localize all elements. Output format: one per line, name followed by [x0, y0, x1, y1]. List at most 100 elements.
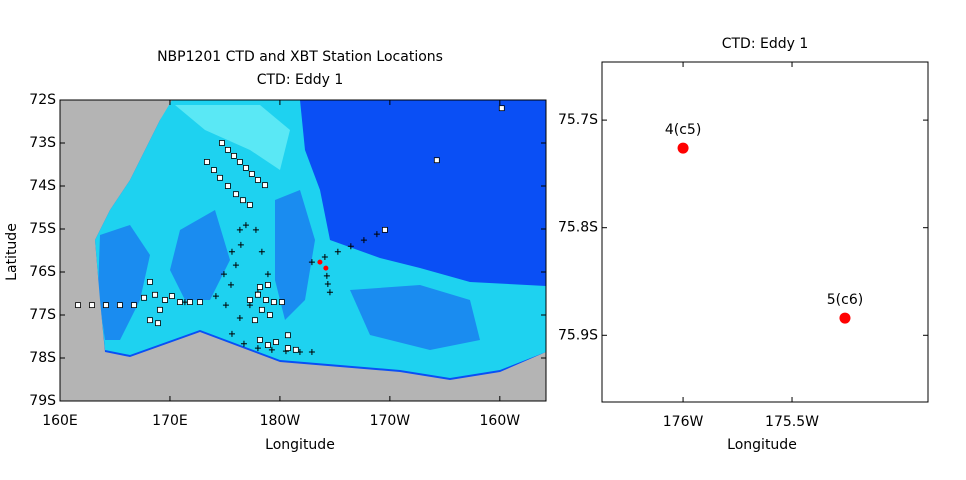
xbt-station	[236, 226, 243, 233]
xbt-station	[360, 237, 367, 244]
ctd-station	[246, 297, 253, 303]
ctd-station	[103, 302, 109, 309]
ctd-station	[255, 177, 261, 183]
xbt-station	[308, 259, 315, 266]
chart-subtitle: CTD: Eddy 1	[257, 72, 344, 88]
y-tick-label: 75.7S	[558, 112, 598, 128]
xbt-station	[308, 348, 315, 355]
xbt-station	[334, 248, 341, 255]
xbt-station	[237, 241, 244, 248]
ctd-station	[117, 302, 123, 309]
ctd-station	[162, 297, 168, 303]
ctd-station	[263, 297, 269, 303]
y-tick-label: 75S	[29, 221, 56, 237]
xbt-station	[323, 272, 330, 279]
xbt-station	[347, 243, 354, 250]
plot-frame	[59, 99, 547, 402]
chart-title: NBP1201 CTD and XBT Station Locations	[157, 49, 443, 65]
ctd-station	[197, 299, 203, 306]
y-tick-label: 75.9S	[558, 327, 598, 343]
y-tick-label: 77S	[29, 307, 56, 323]
ctd-station	[273, 339, 279, 345]
ctd-station	[246, 202, 253, 208]
x-tick-label: 175.5W	[765, 414, 819, 430]
ctd-station	[147, 317, 153, 324]
shelf-deep	[170, 210, 230, 300]
ctd-station	[252, 317, 258, 324]
eddy-station	[677, 142, 689, 154]
ctd-station	[157, 306, 163, 313]
y-tick-label: 73S	[29, 135, 56, 151]
ctd-station	[382, 226, 388, 233]
ctd-station	[225, 183, 231, 189]
y-tick-label: 78S	[29, 350, 56, 366]
ctd-station	[177, 299, 183, 306]
x-tick-label: 160E	[42, 413, 78, 429]
xbt-station	[254, 345, 261, 352]
x-tick-label: 180W	[260, 413, 301, 429]
xbt-station	[242, 222, 249, 229]
ctd-station	[265, 281, 271, 288]
ctd-station	[155, 320, 161, 327]
eddy-station	[317, 259, 323, 265]
xbt-station	[227, 281, 234, 288]
ctd-station	[187, 299, 193, 306]
y-tick-label: 79S	[29, 393, 56, 409]
ctd-station	[240, 197, 246, 204]
ctd-station	[89, 302, 95, 309]
ctd-station	[498, 105, 505, 112]
ctd-station	[231, 152, 237, 159]
ctd-station	[169, 293, 175, 299]
xbt-station	[326, 289, 333, 296]
y-tick-label: 76S	[29, 264, 56, 280]
ctd-station	[258, 306, 265, 313]
xbt-station	[228, 248, 235, 255]
ctd-station	[243, 165, 249, 171]
x-tick-label: 160W	[480, 413, 521, 429]
x-tick-label: 170W	[370, 413, 411, 429]
xbt-station	[264, 271, 271, 278]
x-tick-label: 170E	[152, 413, 188, 429]
xbt-station	[228, 330, 235, 337]
xbt-station	[373, 231, 380, 238]
ctd-station	[270, 299, 277, 306]
ctd-station	[219, 140, 225, 146]
xbt-station	[236, 315, 243, 322]
shelf-deep	[98, 225, 150, 340]
xbt-station	[246, 302, 253, 309]
ctd-station	[203, 159, 210, 165]
xbt-station	[232, 262, 239, 269]
xbt-station	[252, 226, 259, 233]
xbt-station	[268, 346, 275, 353]
eddy-station	[839, 312, 851, 324]
ctd-station	[267, 312, 273, 318]
y-axis-label: Latitude	[4, 223, 20, 281]
xbt-station	[181, 299, 188, 306]
ctd-station	[278, 299, 285, 306]
x-axis-label: Longitude	[265, 437, 335, 453]
ctd-station	[217, 174, 223, 181]
xbt-station	[258, 248, 265, 255]
chart-title: CTD: Eddy 1	[722, 36, 809, 52]
ctd-station	[292, 346, 299, 353]
xbt-station	[321, 253, 328, 260]
ctd-station	[285, 332, 291, 339]
y-tick-label: 75.8S	[558, 220, 598, 236]
point-label: 5(c6)	[827, 292, 863, 308]
ctd-station	[211, 167, 217, 173]
ctd-station	[265, 342, 271, 349]
eddy-station	[323, 265, 329, 271]
ctd-station	[248, 171, 255, 177]
xbt-station	[324, 281, 331, 288]
y-tick-label: 72S	[29, 92, 56, 108]
ctd-station	[147, 278, 153, 285]
y-tick-label: 74S	[29, 178, 56, 194]
ctd-station	[262, 182, 268, 189]
shelf-shallow	[175, 105, 290, 170]
ctd-station	[152, 291, 158, 298]
ctd-station	[256, 337, 263, 343]
x-tick-label: 176W	[663, 414, 704, 430]
shelf-deep	[350, 285, 480, 350]
ctd-station	[433, 157, 440, 164]
